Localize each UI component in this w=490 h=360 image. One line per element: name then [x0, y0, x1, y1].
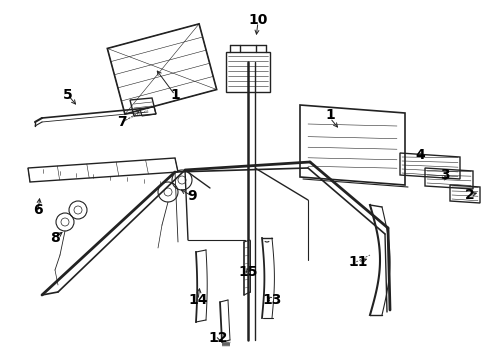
- Text: 9: 9: [187, 189, 197, 203]
- Text: 4: 4: [415, 148, 425, 162]
- Text: 7: 7: [117, 115, 127, 129]
- Text: 1: 1: [170, 88, 180, 102]
- Text: 10: 10: [248, 13, 268, 27]
- Text: 2: 2: [465, 188, 475, 202]
- Text: 6: 6: [33, 203, 43, 217]
- Text: 15: 15: [238, 265, 258, 279]
- Text: 13: 13: [262, 293, 282, 307]
- Text: 8: 8: [50, 231, 60, 245]
- Text: 11: 11: [348, 255, 368, 269]
- Text: 3: 3: [440, 168, 450, 182]
- Text: 5: 5: [63, 88, 73, 102]
- Text: 1: 1: [325, 108, 335, 122]
- Text: 12: 12: [208, 331, 228, 345]
- Text: 14: 14: [188, 293, 208, 307]
